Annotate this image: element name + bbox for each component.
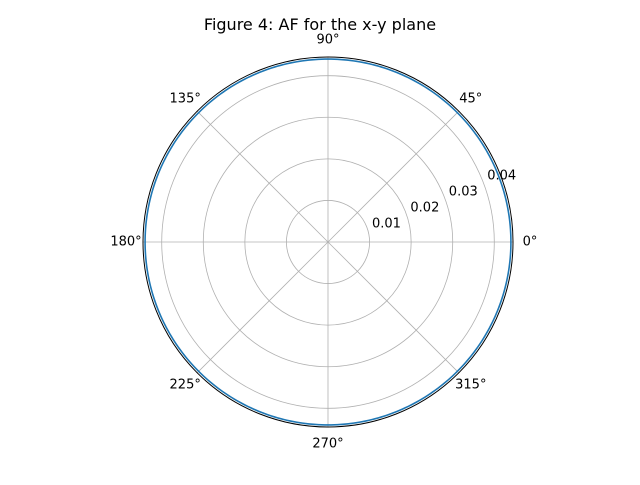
theta-tick-label: 225°	[170, 377, 201, 392]
theta-tick-label: 45°	[459, 92, 482, 107]
chart-title: Figure 4: AF for the x-y plane	[203, 15, 437, 34]
grid-layer	[143, 57, 513, 427]
frame-layer	[142, 56, 514, 428]
theta-tick-label: 135°	[170, 92, 201, 107]
theta-gridline-315	[327, 241, 460, 374]
series-layer	[144, 58, 512, 426]
theta-tick-label: 315°	[455, 377, 486, 392]
theta-gridline-45	[327, 110, 460, 243]
r-tick-label: 0.03	[449, 185, 478, 200]
r-tick-label: 0.02	[410, 200, 439, 215]
theta-tick-label: 0°	[523, 235, 538, 250]
polar-frame	[142, 56, 514, 428]
r-tick-label: 0.01	[372, 216, 401, 231]
series-line-0	[144, 58, 512, 426]
theta-gridline-225	[196, 241, 329, 374]
theta-tick-label: 270°	[312, 437, 343, 452]
theta-tick-label: 180°	[110, 235, 141, 250]
theta-tick-label: 90°	[316, 33, 339, 48]
theta-gridline-135	[196, 110, 329, 243]
label-layer: 0° 45° 90° 135° 180° 225° 270° 315° 0.01 0.02 0.03…	[110, 33, 537, 452]
r-tick-label: 0.04	[487, 169, 516, 184]
